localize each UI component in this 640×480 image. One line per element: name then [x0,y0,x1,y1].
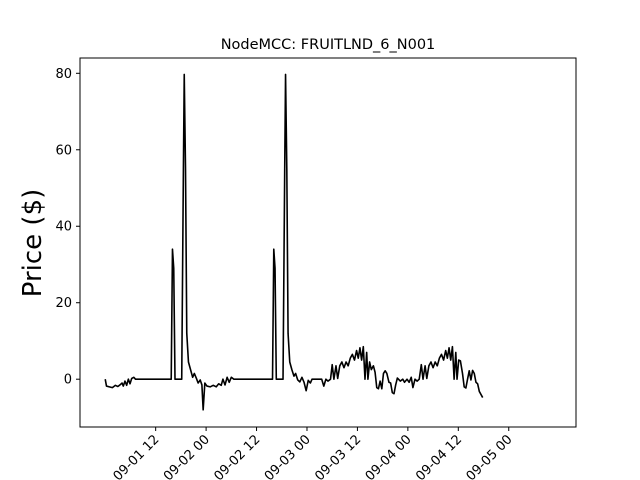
y-tick-label: 40 [55,220,72,235]
y-axis: 0 20 40 60 80 [55,67,80,388]
y-axis-label: Price ($) [18,189,48,298]
y-tick-label: 60 [55,143,72,158]
x-tick-label: 09-04 00 [363,432,415,480]
x-tick-label: 09-04 12 [413,432,465,480]
x-tick-label: 09-05 00 [464,432,516,480]
series-layer [104,73,484,411]
x-tick-label: 09-01 12 [111,432,163,480]
y-tick-label: 80 [55,67,72,82]
x-tick-label: 09-02 00 [161,432,213,480]
x-tick-label: 09-03 12 [312,432,364,480]
plot-frame [79,57,577,428]
y-tick-label: 0 [64,373,72,388]
series-line-0 [104,73,484,411]
x-tick-label: 09-03 00 [262,432,314,480]
y-tick-label: 20 [55,296,72,311]
chart-title: NodeMCC: FRUITLND_6_N001 [221,37,436,53]
x-tick-label: 09-02 12 [211,432,263,480]
